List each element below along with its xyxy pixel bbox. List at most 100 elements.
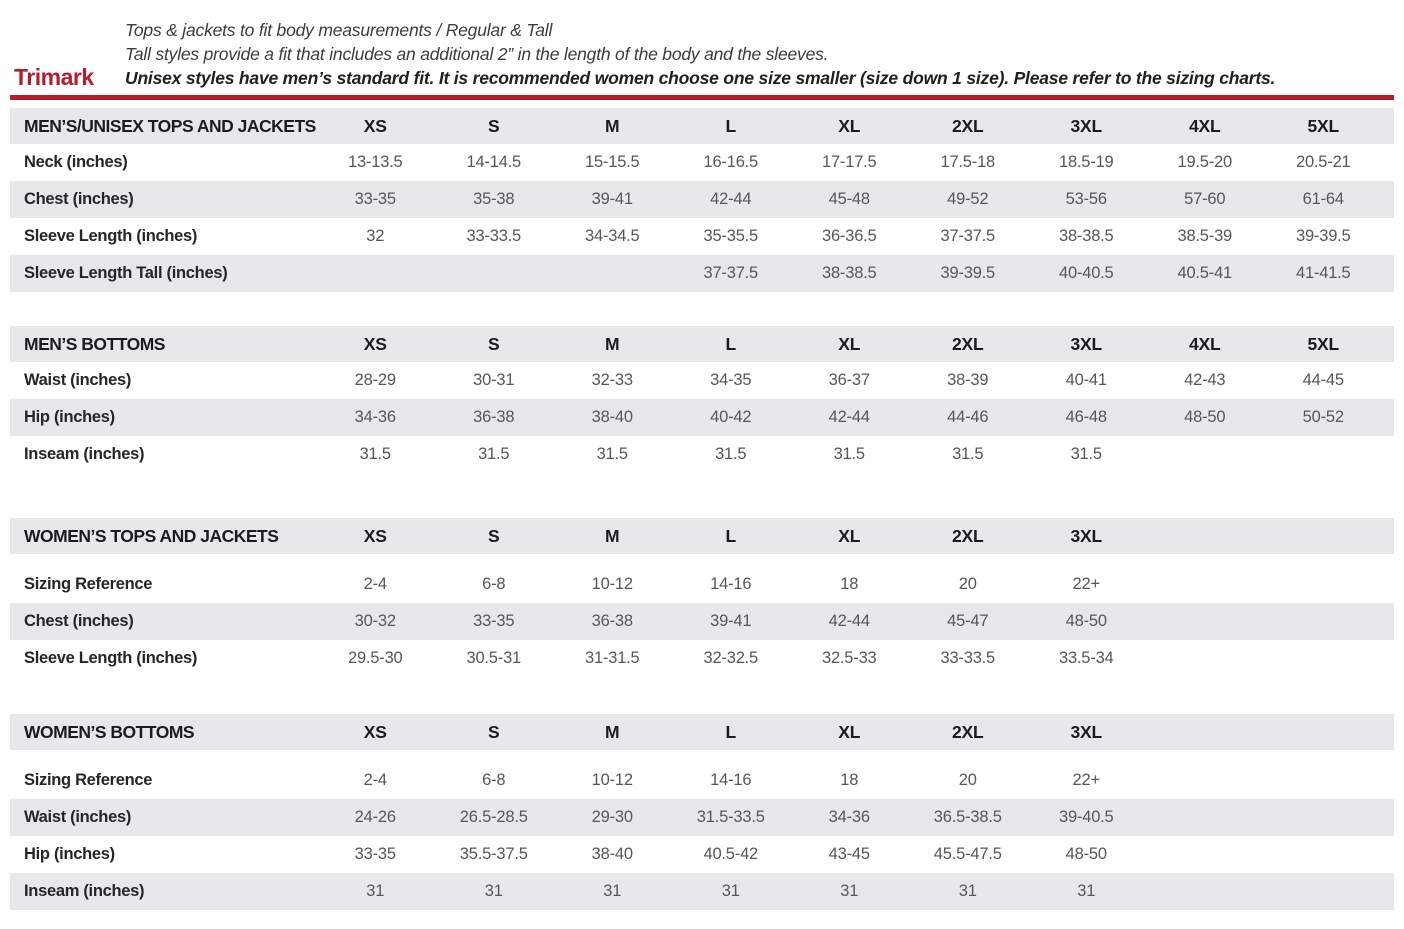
column-header: S: [488, 115, 500, 136]
row-label: Hip (inches): [24, 845, 115, 863]
column-header: M: [605, 721, 620, 742]
cell-value: 57-60: [1184, 190, 1226, 208]
cell-value: 40-42: [710, 408, 752, 426]
cell-value: 35-38: [473, 190, 515, 208]
cell-value: 34-34.5: [584, 227, 640, 245]
cell-value: 45.5-47.5: [933, 845, 1002, 863]
cell-value: 40-40.5: [1058, 264, 1114, 282]
cell-value: 31.5: [1070, 445, 1103, 463]
row-label: Inseam (inches): [24, 882, 145, 900]
column-header: 5XL: [1307, 333, 1340, 354]
brand-logo: Trimark: [14, 64, 94, 90]
row-label: Sleeve Length (inches): [24, 227, 198, 245]
intro-line-tall: Tall styles provide a fit that includes …: [125, 44, 829, 64]
cell-value: 61-64: [1302, 190, 1344, 208]
column-header: 3XL: [1070, 115, 1103, 136]
cell-value: 30-31: [473, 371, 515, 389]
red-divider: [10, 95, 1394, 100]
cell-value: 33-35: [473, 612, 515, 630]
column-header: 2XL: [952, 333, 984, 354]
row-label: Chest (inches): [24, 612, 134, 630]
cell-value: 38-38.5: [821, 264, 877, 282]
cell-value: 20: [958, 771, 977, 789]
header-gap: [10, 554, 1394, 566]
table-row: Sleeve Length Tall (inches) 37-37.5 38-38.…: [10, 255, 1394, 292]
cell-value: 2-4: [363, 575, 387, 593]
table-row: Neck (inches) 13-13.5 14-14.5 15-15.5 16-16.…: [10, 144, 1394, 181]
cell-value: 34-36: [828, 808, 870, 826]
cell-value: 31: [721, 882, 740, 900]
size-table: WOMEN’S BOTTOMS XS S M L XL 2XL 3XL Sizing Refer…: [10, 714, 1394, 910]
cell-value: 20.5-21: [1295, 153, 1351, 171]
cell-value: 2-4: [363, 771, 387, 789]
table-row: Waist (inches) 28-29 30-31 32-33 34-35 36-37 3…: [10, 362, 1394, 399]
cell-value: 38-40: [591, 408, 633, 426]
cell-value: 45-47: [947, 612, 989, 630]
column-header: L: [725, 721, 737, 742]
column-header: S: [488, 525, 500, 546]
table-row: Chest (inches) 33-35 35-38 39-41 42-44 45-48 4…: [10, 181, 1394, 218]
table-row: Waist (inches) 24-26 26.5-28.5 29-30 31.5-33…: [10, 799, 1394, 836]
cell-value: 31.5: [359, 445, 392, 463]
cell-value: 26.5-28.5: [459, 808, 528, 826]
column-header: XL: [838, 333, 861, 354]
cell-value: 41-41.5: [1295, 264, 1351, 282]
cell-value: 31-31.5: [584, 649, 640, 667]
cell-value: 19.5-20: [1177, 153, 1233, 171]
row-label: Chest (inches): [24, 190, 134, 208]
cell-value: 24-26: [354, 808, 396, 826]
header-gap: [10, 750, 1394, 762]
row-label: Sizing Reference: [24, 575, 153, 593]
cell-value: 39-39.5: [940, 264, 996, 282]
cell-value: 16-16.5: [703, 153, 759, 171]
table-row: Hip (inches) 33-35 35.5-37.5 38-40 40.5-42 43…: [10, 836, 1394, 873]
cell-value: 31: [366, 882, 385, 900]
column-header: L: [725, 525, 737, 546]
column-header: S: [488, 721, 500, 742]
column-header: L: [725, 333, 737, 354]
column-header: 3XL: [1070, 721, 1103, 742]
table-header-row: MEN’S BOTTOMS XS S M L XL 2XL 3XL 4XL 5XL: [10, 326, 1394, 362]
cell-value: 46-48: [1065, 408, 1107, 426]
row-label: Hip (inches): [24, 408, 115, 426]
cell-value: 22+: [1072, 575, 1101, 593]
column-header: M: [605, 333, 620, 354]
column-header: 4XL: [1189, 115, 1221, 136]
cell-value: 38-39: [947, 371, 989, 389]
column-header: XL: [838, 721, 861, 742]
cell-value: 6-8: [482, 771, 506, 789]
cell-value: 14-16: [710, 771, 752, 789]
cell-value: 32: [366, 227, 385, 245]
cell-value: 6-8: [482, 575, 506, 593]
cell-value: 31: [603, 882, 622, 900]
cell-value: 33-33.5: [940, 649, 996, 667]
column-header: XL: [838, 115, 861, 136]
cell-value: 42-44: [710, 190, 752, 208]
cell-value: 42-44: [828, 612, 870, 630]
column-header: 2XL: [952, 115, 984, 136]
size-table: MEN’S BOTTOMS XS S M L XL 2XL 3XL 4XL 5XL Waist (i…: [10, 326, 1394, 473]
cell-value: 33-35: [354, 845, 396, 863]
column-header: XS: [363, 115, 387, 136]
column-header: 5XL: [1307, 115, 1340, 136]
cell-value: 31.5: [833, 445, 866, 463]
cell-value: 31: [958, 882, 977, 900]
table-header-row: WOMEN’S TOPS AND JACKETS XS S M L XL 2XL 3XL: [10, 518, 1394, 554]
size-table: MEN’S/UNISEX TOPS AND JACKETS XS S M L XL 2XL 3…: [10, 108, 1394, 292]
table-row: Chest (inches) 30-32 33-35 36-38 39-41 42-44 4…: [10, 603, 1394, 640]
table-row: Sleeve Length (inches) 29.5-30 30.5-31 31-3…: [10, 640, 1394, 677]
cell-value: 31: [840, 882, 859, 900]
cell-value: 37-37.5: [703, 264, 759, 282]
intro-line-unisex: Unisex styles have men’s standard fit. I…: [125, 68, 1276, 88]
cell-value: 28-29: [354, 371, 396, 389]
table-row: Inseam (inches) 31 31 31 31 31 31 31: [10, 873, 1394, 910]
row-label: Neck (inches): [24, 153, 128, 171]
table-row: Sleeve Length (inches) 32 33-33.5 34-34.5 35…: [10, 218, 1394, 255]
cell-value: 40-41: [1065, 371, 1107, 389]
cell-value: 31.5: [715, 445, 747, 463]
cell-value: 38-40: [591, 845, 633, 863]
column-header: 3XL: [1070, 525, 1103, 546]
cell-value: 22+: [1072, 771, 1101, 789]
cell-value: 36-37: [828, 371, 870, 389]
table-title: MEN’S/UNISEX TOPS AND JACKETS: [24, 115, 316, 136]
